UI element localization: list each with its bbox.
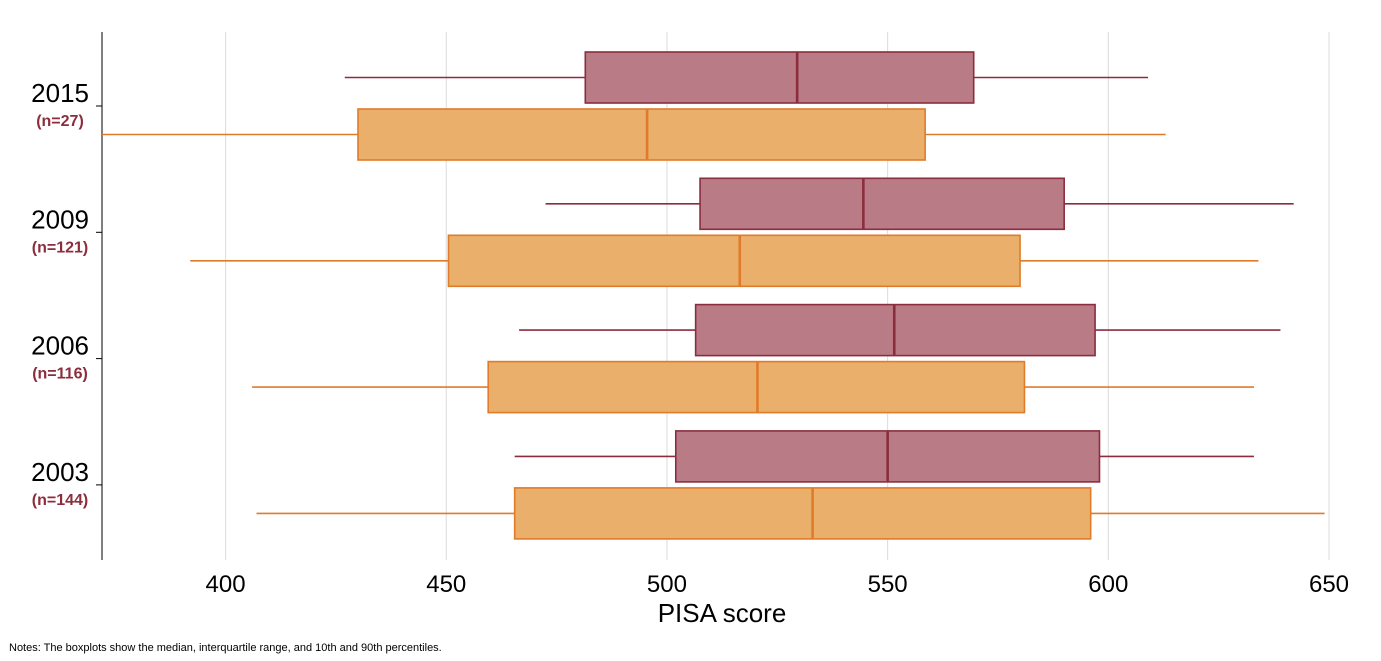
x-tick-label: 450	[426, 571, 466, 598]
x-axis-label: PISA score	[658, 598, 787, 628]
box-2009-a	[545, 177, 1294, 231]
box-2009-b	[190, 234, 1259, 288]
boxplot-series	[102, 51, 1325, 540]
box-2003-b	[256, 487, 1325, 540]
box-2015-a	[344, 51, 1149, 104]
x-tick-label: 500	[647, 571, 687, 598]
sample-size-label: (n=144)	[32, 492, 88, 509]
y-tick-label: 2015	[31, 78, 89, 108]
y-tick-label: 2003	[31, 457, 89, 487]
box-2015-b	[102, 108, 1166, 161]
box-2003-a	[514, 430, 1254, 483]
box-2006-b	[252, 360, 1254, 414]
iqr-box	[584, 51, 975, 104]
axis-labels: 400 450 500 550 600 650 2015 (n=27) 2009 (n=121) 2…	[31, 78, 1349, 598]
sample-size-label: (n=27)	[36, 113, 84, 130]
sample-size-label: (n=121)	[32, 239, 88, 256]
y-tick-label: 2006	[31, 331, 89, 361]
chart-notes: Notes: The boxplots show the median, int…	[9, 642, 442, 654]
iqr-box	[513, 487, 1092, 540]
sample-size-label: (n=116)	[32, 366, 88, 383]
x-tick-label: 600	[1088, 571, 1128, 598]
iqr-box	[357, 108, 926, 161]
box-2006-a	[519, 303, 1281, 357]
y-tick-label: 2009	[31, 204, 89, 234]
x-tick-label: 400	[206, 571, 246, 598]
iqr-box	[447, 234, 1021, 288]
iqr-box	[699, 177, 1065, 231]
axes	[96, 32, 103, 560]
x-tick-label: 550	[868, 571, 908, 598]
x-tick-label: 650	[1309, 571, 1349, 598]
